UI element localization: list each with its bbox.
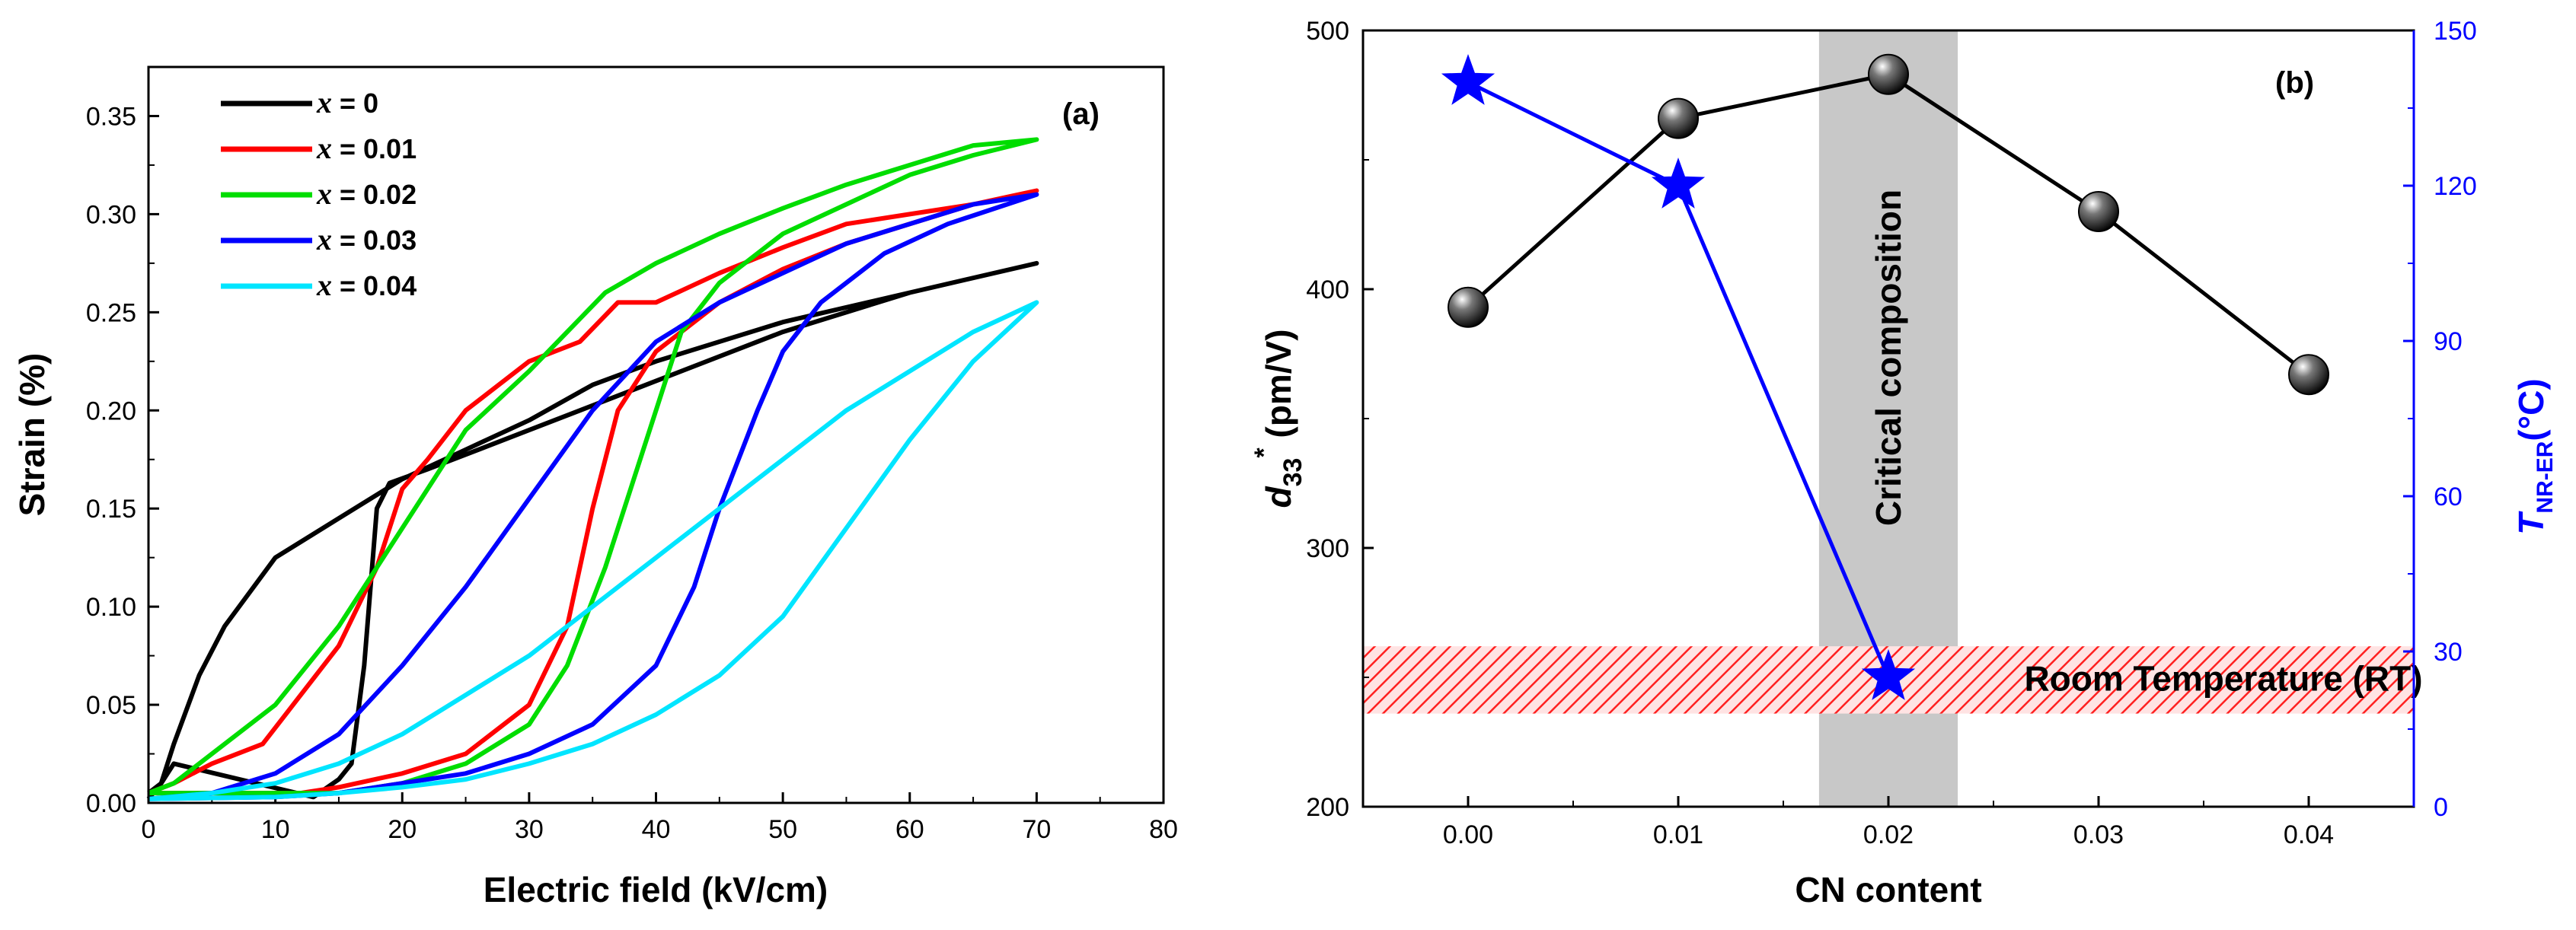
strain-plot-frame	[147, 65, 1165, 804]
strain-curve-1	[147, 188, 1039, 796]
strain-y-tick-label: 0.30	[86, 200, 136, 229]
d33-temperature-chart: Critical composition 0.00 0.01 0.02 0.03 0.0…	[1250, 17, 2558, 909]
strain-y-tick-label: 0.25	[86, 298, 136, 327]
legend-variable: x	[316, 131, 332, 165]
temperature-point	[1861, 649, 1916, 700]
legend-variable: x	[316, 222, 332, 256]
temperature-y-tick-label: 90	[2434, 327, 2463, 356]
legend-value: = 0.04	[340, 270, 417, 301]
strain-x-tick-label: 30	[515, 815, 544, 844]
temperature-y-tick-label: 150	[2434, 17, 2477, 46]
strain-y-tick-label: 0.10	[86, 593, 136, 622]
strain-x-tick-label: 70	[1022, 815, 1051, 844]
legend-variable: x	[316, 85, 332, 119]
strain-y-tick-label: 0.20	[86, 397, 136, 425]
temperature-y-tick-label: 0	[2434, 793, 2448, 822]
legend-value: = 0.02	[340, 179, 417, 210]
strain-legend: x = 0 x = 0.01 x = 0.02 x = 0.03 x = 0.04	[221, 85, 417, 302]
temperature-symbol: T	[2511, 511, 2551, 535]
temperature-y-tick-label: 60	[2434, 483, 2463, 511]
d33-unit: (pm/V)	[1259, 329, 1298, 447]
strain-curve-3	[148, 192, 1039, 801]
d33-y-tick-label: 400	[1306, 275, 1349, 304]
d33-point	[1658, 97, 1699, 139]
cn-x-tick-label: 0.00	[1443, 820, 1493, 849]
strain-x-tick-label: 0	[142, 815, 156, 844]
strain-x-tick-label: 20	[388, 815, 417, 844]
legend-variable: x	[316, 177, 332, 211]
b-series-marks	[1441, 53, 2329, 700]
cn-x-tick-label: 0.01	[1653, 820, 1703, 849]
cn-x-ticks: 0.00 0.01 0.02 0.03 0.04	[1362, 796, 2415, 849]
d33-point	[1448, 286, 1489, 328]
legend-variable: x	[316, 268, 332, 302]
temperature-y-label: TNR-ER(°C)	[2511, 378, 2558, 534]
temperature-subscript: NR-ER	[2533, 441, 2558, 513]
legend-entry-1: x = 0.01	[316, 131, 417, 165]
strain-curve-2	[147, 137, 1039, 796]
legend-value: = 0.01	[340, 133, 417, 164]
strain-y-tick-label: 0.35	[86, 102, 136, 131]
strain-x-label: Electric field (kV/cm)	[484, 870, 828, 909]
strain-y-tick-label: 0.15	[86, 495, 136, 524]
strain-curve-0	[146, 260, 1039, 801]
d33-y-tick-label: 300	[1306, 534, 1349, 563]
cn-x-tick-label: 0.02	[1863, 820, 1914, 849]
strain-y-ticks: 0.00 0.05 0.10 0.15 0.20 0.25 0.30 0.35	[86, 66, 159, 818]
b-panel-label: (b)	[2275, 66, 2314, 100]
d33-point	[2078, 191, 2119, 232]
strain-x-ticks: 0 10 20 30 40 50 60 70 80	[142, 792, 1178, 844]
d33-point	[1868, 53, 1909, 95]
strain-x-tick-label: 60	[895, 815, 924, 844]
room-temperature-label: Room Temperature (RT)	[2024, 658, 2422, 698]
d33-superscript: *	[1250, 447, 1278, 458]
d33-y-tick-label: 200	[1306, 793, 1349, 822]
d33-subscript: 33	[1278, 458, 1307, 487]
strain-x-tick-label: 80	[1149, 815, 1178, 844]
critical-composition-label: Critical composition	[1869, 190, 1908, 526]
legend-entry-4: x = 0.04	[316, 268, 417, 302]
strain-y-tick-label: 0.00	[86, 789, 136, 818]
legend-entry-2: x = 0.02	[316, 177, 417, 211]
cn-x-tick-label: 0.03	[2073, 820, 2124, 849]
strain-x-tick-label: 40	[642, 815, 671, 844]
temperature-y-tick-label: 120	[2434, 172, 2477, 201]
d33-symbol: d	[1259, 486, 1298, 508]
temperature-unit: (°C)	[2511, 378, 2551, 441]
cn-x-label: CN content	[1795, 870, 1981, 909]
legend-value: = 0	[340, 88, 378, 119]
temperature-point	[1651, 158, 1706, 209]
strain-x-tick-label: 50	[768, 815, 797, 844]
legend-entry-0: x = 0	[316, 85, 378, 119]
d33-y-label: d33* (pm/V)	[1250, 329, 1307, 508]
d33-point	[2288, 354, 2329, 396]
strain-curve-4	[148, 300, 1039, 801]
temperature-y-tick-label: 30	[2434, 638, 2463, 667]
strain-panel-label: (a)	[1062, 97, 1100, 131]
legend-entry-3: x = 0.03	[316, 222, 417, 256]
strain-y-tick-label: 0.05	[86, 691, 136, 720]
strain-curves	[146, 137, 1039, 801]
strain-x-tick-label: 10	[261, 815, 290, 844]
legend-value: = 0.03	[340, 225, 417, 256]
temperature-point	[1441, 54, 1495, 105]
strain-chart: 0 10 20 30 40 50 60 70 80 0.000.050.100.150.200.…	[12, 65, 1178, 909]
d33-y-tick-label: 500	[1306, 17, 1349, 46]
cn-x-tick-label: 0.04	[2284, 820, 2334, 849]
strain-y-label: Strain (%)	[12, 353, 52, 517]
d33-y-ticks: 200 300 400 500	[1306, 17, 1374, 822]
